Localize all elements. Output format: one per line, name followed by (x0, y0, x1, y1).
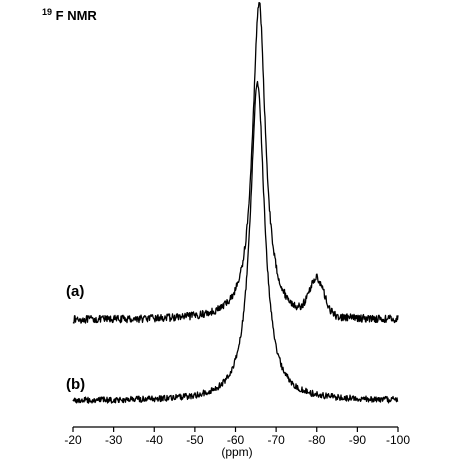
x-tick-label: -60 (227, 433, 245, 447)
title-superscript: 19 (42, 7, 52, 17)
title-main: F NMR (56, 8, 98, 23)
chart-title: 19 F NMR (42, 3, 97, 23)
traces (72, 2, 399, 404)
x-tick-label: -100 (386, 433, 410, 447)
x-tick-label: -70 (267, 433, 285, 447)
x-tick-label: -40 (146, 433, 164, 447)
x-tick-label: -20 (64, 433, 82, 447)
spectrum-trace-b (72, 80, 399, 404)
x-tick-label: -30 (105, 433, 123, 447)
x-tick-label: -90 (349, 433, 367, 447)
x-tick-label: -80 (308, 433, 326, 447)
spectrum-trace-a (72, 2, 399, 324)
x-axis-label: (ppm) (221, 445, 252, 459)
x-tick-label: -50 (186, 433, 204, 447)
series-label-b: (b) (66, 376, 85, 393)
series-label-a: (a) (66, 283, 84, 300)
x-axis: -20 -30 -40 -50 -60 -70 -80 -90 -100 (64, 426, 410, 447)
